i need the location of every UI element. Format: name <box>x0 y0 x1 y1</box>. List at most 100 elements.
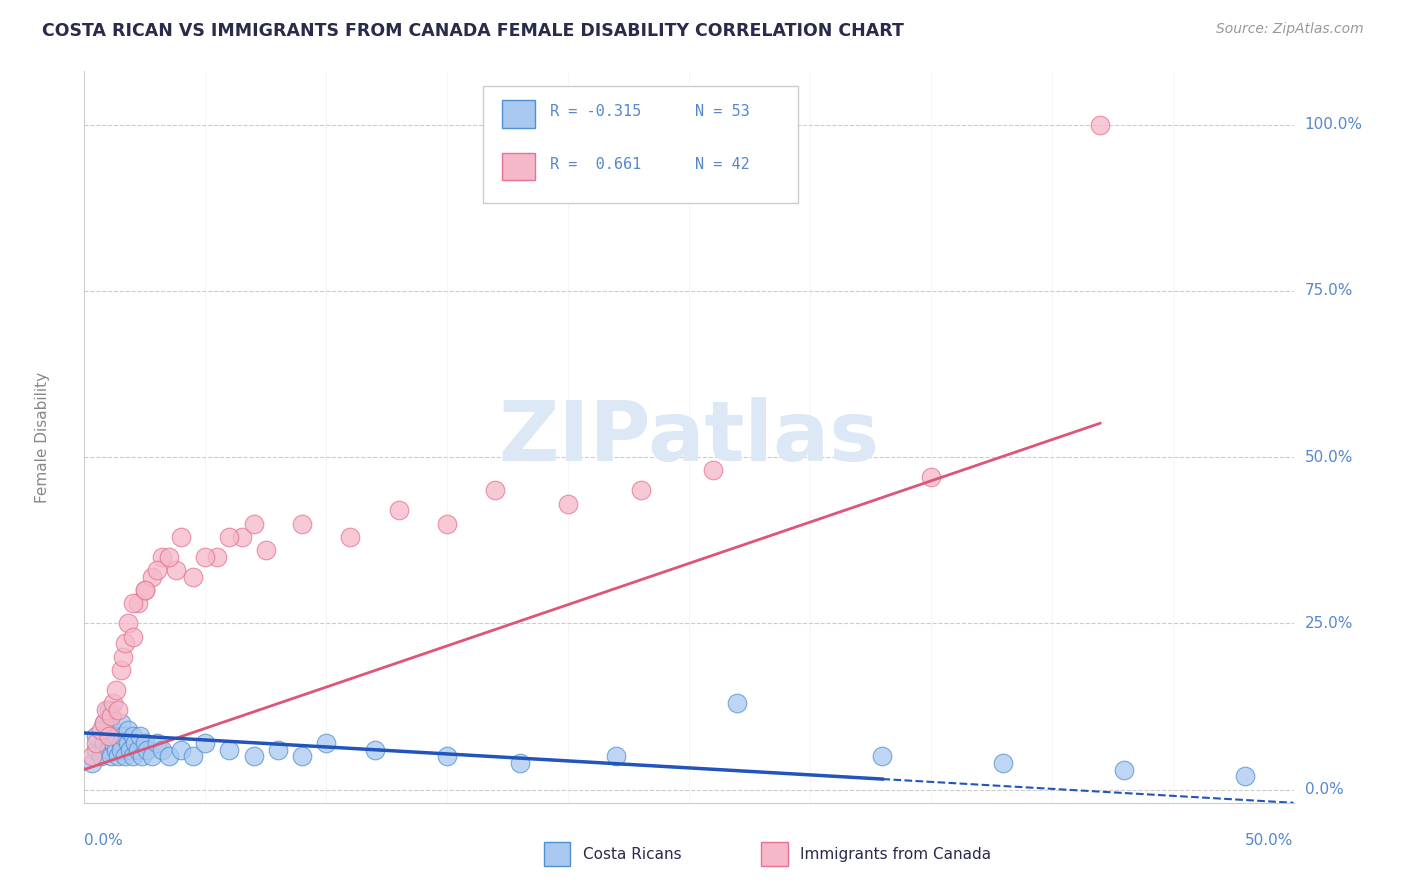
Point <box>291 749 314 764</box>
Point <box>134 736 156 750</box>
Point <box>181 570 204 584</box>
Point <box>97 742 120 756</box>
FancyBboxPatch shape <box>484 86 797 203</box>
Point <box>194 736 217 750</box>
Text: 50.0%: 50.0% <box>1246 833 1294 848</box>
Point <box>112 649 135 664</box>
Point <box>363 742 385 756</box>
Point <box>112 729 135 743</box>
Point <box>110 716 132 731</box>
Point <box>254 543 277 558</box>
Point <box>315 736 337 750</box>
Point <box>339 530 361 544</box>
Point <box>150 742 173 756</box>
Point <box>93 716 115 731</box>
Point <box>127 742 149 756</box>
Point <box>141 570 163 584</box>
Point <box>141 749 163 764</box>
Point <box>157 549 180 564</box>
Point <box>170 530 193 544</box>
Point <box>117 736 139 750</box>
Point <box>93 736 115 750</box>
Text: 100.0%: 100.0% <box>1305 117 1362 132</box>
Point <box>702 463 724 477</box>
Point <box>107 749 129 764</box>
Point <box>1088 118 1111 132</box>
FancyBboxPatch shape <box>544 842 571 866</box>
Point <box>231 530 253 544</box>
Point <box>207 549 229 564</box>
Point <box>129 729 152 743</box>
Text: R =  0.661: R = 0.661 <box>550 157 641 172</box>
Point <box>121 596 143 610</box>
Point <box>150 549 173 564</box>
Text: N = 42: N = 42 <box>695 157 749 172</box>
Point <box>104 729 127 743</box>
Point <box>436 516 458 531</box>
Point <box>114 749 136 764</box>
Text: ZIPatlas: ZIPatlas <box>499 397 879 477</box>
Point <box>107 703 129 717</box>
Point <box>110 742 132 756</box>
Point <box>872 749 894 764</box>
Point <box>291 516 314 531</box>
Point <box>557 497 579 511</box>
Point <box>146 563 169 577</box>
Point <box>86 729 108 743</box>
Point <box>90 749 112 764</box>
Text: 0.0%: 0.0% <box>84 833 124 848</box>
Point <box>104 682 127 697</box>
Point <box>146 736 169 750</box>
Point <box>242 516 264 531</box>
Point <box>165 563 187 577</box>
Point <box>605 749 627 764</box>
Point <box>110 736 132 750</box>
Text: 75.0%: 75.0% <box>1305 284 1353 298</box>
Point <box>100 749 122 764</box>
Point <box>97 729 120 743</box>
Point <box>80 756 103 770</box>
Point <box>181 749 204 764</box>
Point <box>114 636 136 650</box>
Point <box>920 470 942 484</box>
Point <box>94 703 117 717</box>
Point <box>80 749 103 764</box>
Point <box>131 749 153 764</box>
Text: Female Disability: Female Disability <box>35 371 49 503</box>
Point <box>242 749 264 764</box>
Text: 25.0%: 25.0% <box>1305 615 1353 631</box>
FancyBboxPatch shape <box>762 842 789 866</box>
Point <box>136 742 159 756</box>
Text: Immigrants from Canada: Immigrants from Canada <box>800 847 991 862</box>
Point <box>103 696 125 710</box>
Point <box>110 663 132 677</box>
Point <box>97 703 120 717</box>
Point <box>86 742 108 756</box>
Point <box>117 616 139 631</box>
Text: R = -0.315: R = -0.315 <box>550 104 641 120</box>
Point <box>93 716 115 731</box>
Text: 50.0%: 50.0% <box>1305 450 1353 465</box>
Point <box>157 749 180 764</box>
Point <box>103 736 125 750</box>
Point <box>127 596 149 610</box>
Point <box>117 723 139 737</box>
Point <box>103 723 125 737</box>
Point <box>121 749 143 764</box>
Text: Source: ZipAtlas.com: Source: ZipAtlas.com <box>1216 22 1364 37</box>
Point <box>97 729 120 743</box>
Point <box>509 756 531 770</box>
FancyBboxPatch shape <box>502 153 536 180</box>
Point <box>218 530 240 544</box>
Point <box>267 742 290 756</box>
Point <box>121 729 143 743</box>
Point <box>725 696 748 710</box>
Point <box>1234 769 1257 783</box>
Point <box>993 756 1015 770</box>
Text: 0.0%: 0.0% <box>1305 782 1343 797</box>
Point <box>120 742 142 756</box>
Text: N = 53: N = 53 <box>695 104 749 120</box>
Point <box>218 742 240 756</box>
Text: Costa Ricans: Costa Ricans <box>582 847 681 862</box>
Point <box>484 483 506 498</box>
